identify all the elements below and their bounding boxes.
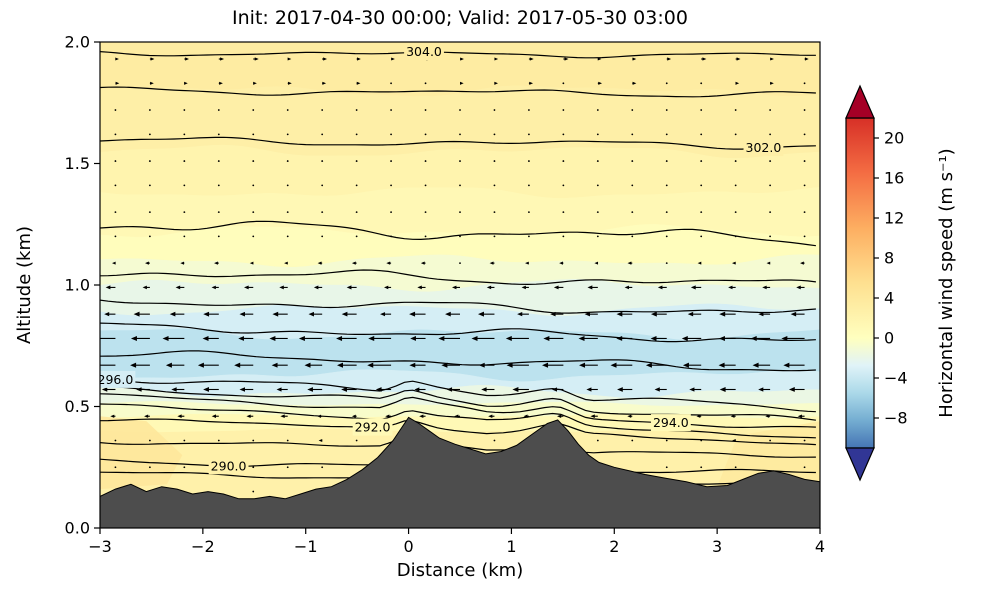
contour-label: 292.0 [355, 420, 391, 435]
colorbar-tick-label: 4 [884, 289, 894, 308]
y-tick-label: 2.0 [65, 33, 90, 52]
contour-label: 290.0 [211, 458, 247, 473]
colorbar-under-arrow [845, 447, 875, 482]
colorbar-tick-label: 16 [884, 169, 904, 188]
contour-label: 296.0 [98, 372, 134, 387]
theta-contour-line [100, 299, 816, 314]
x-tick-label: 1 [506, 537, 516, 556]
contour-label: 302.0 [746, 140, 782, 155]
theta-contour-line [100, 220, 816, 247]
chart-title: Init: 2017-04-30 00:00; Valid: 2017-05-3… [232, 7, 688, 29]
theta-contour-line [100, 51, 816, 59]
theta-contour-line [100, 136, 816, 150]
x-tick-label: 0 [403, 537, 413, 556]
colorbar-label: Horizontal wind speed (m s⁻¹) [936, 148, 957, 417]
theta-contour-line [100, 350, 816, 372]
theta-contour-line [100, 269, 816, 286]
y-tick-label: 1.0 [65, 276, 90, 295]
plot-area: 290.0 292.0 294.0 296.0 302.0 304.0 [98, 42, 820, 528]
colorbar-gradient [845, 117, 875, 449]
theta-contour-line [100, 322, 816, 343]
terrain-profile [100, 416, 820, 528]
colorbar-tick-label: 20 [884, 129, 904, 148]
theta-contour-line [100, 377, 816, 413]
y-tick-label: 0.5 [65, 397, 90, 416]
x-tick-label: −2 [191, 537, 215, 556]
colorbar-tick-label: 8 [884, 249, 894, 268]
contour-label: 294.0 [653, 415, 689, 430]
wind-arrows [100, 57, 809, 493]
colorbar: 20 16 12 8 4 0 −4 −8 Horizontal wind speed (m s⁻… [845, 84, 957, 482]
y-axis-label: Altitude (km) [14, 226, 35, 344]
contour-label: 304.0 [406, 44, 442, 59]
colorbar-tick-label: −4 [884, 369, 908, 388]
x-tick-label: −1 [294, 537, 318, 556]
colorbar-tick-label: 0 [884, 329, 894, 348]
theta-contour-line [100, 86, 816, 98]
y-tick-label: 1.5 [65, 154, 90, 173]
x-tick-label: 4 [815, 537, 825, 556]
theta-contour-line [100, 385, 816, 421]
colorbar-tick-label: 12 [884, 209, 904, 228]
contour-labels: 290.0 292.0 294.0 296.0 302.0 304.0 [98, 43, 784, 475]
theta-contour-line [100, 418, 816, 446]
x-tick-label: −3 [88, 537, 112, 556]
x-tick-label: 3 [712, 537, 722, 556]
x-axis-label: Distance (km) [397, 560, 523, 581]
colorbar-over-arrow [845, 84, 875, 119]
x-tick-label: 2 [609, 537, 619, 556]
y-tick-label: 0.0 [65, 519, 90, 538]
colorbar-tick-label: −8 [884, 409, 908, 428]
theta-contour-line [100, 393, 816, 429]
